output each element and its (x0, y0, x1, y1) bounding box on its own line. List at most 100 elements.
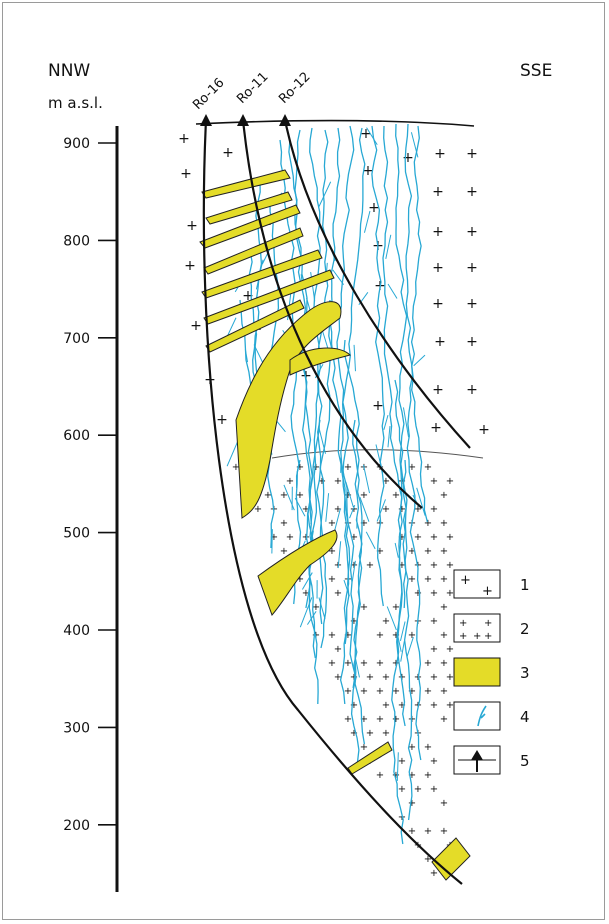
cross-symbol: + (344, 686, 352, 697)
sparse-cross-pattern: +++++++++++++++++++++++++++++++++++ (178, 126, 490, 438)
yellow-body (257, 529, 338, 616)
yellow-body (201, 169, 291, 199)
cross-symbol: + (424, 546, 432, 557)
cross-symbol: + (334, 588, 342, 599)
cross-symbol: + (254, 504, 262, 515)
cross-symbol: + (360, 602, 368, 613)
cross-symbol: + (344, 714, 352, 725)
vein-line (402, 459, 413, 821)
vein-line (340, 127, 366, 645)
cross-symbol: + (408, 826, 416, 837)
vein-line (305, 127, 321, 609)
vein-line (316, 419, 328, 649)
borehole-trace-ro11 (241, 119, 423, 509)
cross-symbol: + (466, 146, 478, 162)
cross-symbol: + (466, 382, 478, 398)
svg-text:+: + (484, 631, 492, 642)
ground-surface-line (195, 119, 475, 127)
elevation-tick-label: 300 (63, 720, 90, 736)
cross-symbol: + (440, 490, 448, 501)
cross-symbol: + (414, 784, 422, 795)
cross-symbol: + (392, 602, 400, 613)
cross-symbol: + (432, 382, 444, 398)
vein-line (410, 132, 419, 158)
cross-symbol: + (440, 826, 448, 837)
cross-symbol: + (440, 658, 448, 669)
vein-line (383, 414, 389, 430)
cross-symbol: + (296, 490, 304, 501)
borehole-trace-ro12 (283, 119, 471, 449)
vein-line (349, 505, 356, 519)
cross-symbol: + (334, 504, 342, 515)
cross-symbol: + (318, 476, 326, 487)
cross-symbol: + (350, 560, 358, 571)
cross-symbol: + (408, 798, 416, 809)
cross-symbol: + (430, 756, 438, 767)
svg-text:+: + (473, 631, 481, 642)
cross-symbol: + (328, 574, 336, 585)
vein-line (385, 234, 392, 260)
cross-symbol: + (344, 658, 352, 669)
cross-symbol: + (446, 700, 454, 711)
cross-symbol: + (360, 658, 368, 669)
cross-symbol: + (280, 546, 288, 557)
elevation-tick-label: 900 (63, 136, 90, 152)
cross-symbol: + (398, 784, 406, 795)
cross-symbol: + (432, 184, 444, 200)
vein-line (371, 125, 385, 607)
cross-symbol: + (302, 588, 310, 599)
vein-line (351, 560, 356, 582)
unit-boundary-line (271, 449, 484, 459)
elevation-tick-label: 200 (63, 818, 90, 834)
yellow-body (431, 837, 471, 881)
cross-symbol: + (466, 184, 478, 200)
vein-line (396, 752, 399, 781)
vein-line (244, 349, 249, 363)
vein-line (363, 464, 370, 494)
cross-symbol: + (430, 644, 438, 655)
cross-symbol: + (446, 532, 454, 543)
cross-symbol: + (312, 462, 320, 473)
vein-line (410, 125, 429, 523)
borehole-collar-ro16 (200, 114, 212, 126)
borehole-trace-ro16 (202, 119, 463, 885)
cross-symbol: + (408, 686, 416, 697)
vein-line (307, 611, 317, 625)
yellow-body (289, 347, 351, 376)
vein-line (301, 572, 313, 590)
cross-symbol: + (446, 644, 454, 655)
cross-symbol: + (430, 504, 438, 515)
cross-symbol: + (184, 258, 196, 274)
legend-item-1: + + 1 (453, 569, 530, 599)
cross-symbol: + (334, 672, 342, 683)
yellow-bodies (199, 169, 471, 881)
cross-symbol: + (382, 616, 390, 627)
cross-symbol: + (466, 334, 478, 350)
cross-symbol: + (392, 658, 400, 669)
cross-symbol: + (350, 616, 358, 627)
cross-symbol: + (398, 532, 406, 543)
vein-line (402, 407, 410, 438)
cross-symbol: + (424, 686, 432, 697)
svg-text:+: + (459, 618, 467, 629)
cross-symbol: + (190, 318, 202, 334)
cross-symbol: + (328, 518, 336, 529)
cross-symbol: + (440, 714, 448, 725)
cross-symbol: + (424, 826, 432, 837)
cross-symbol: + (408, 462, 416, 473)
svg-text:+: + (460, 573, 471, 588)
vein-line (397, 636, 402, 652)
cross-symbol: + (408, 742, 416, 753)
legend-number-3: 3 (520, 664, 530, 682)
elevation-unit-label: m a.s.l. (48, 94, 103, 112)
cross-symbol: + (344, 462, 352, 473)
cross-symbol: + (440, 518, 448, 529)
cross-symbol: + (408, 770, 416, 781)
cross-symbol: + (296, 462, 304, 473)
cross-symbol: + (360, 714, 368, 725)
cross-symbol: + (222, 145, 234, 161)
cross-symbol: + (466, 296, 478, 312)
cross-symbol: + (178, 131, 190, 147)
cross-symbol: + (392, 770, 400, 781)
cross-symbol: + (382, 700, 390, 711)
